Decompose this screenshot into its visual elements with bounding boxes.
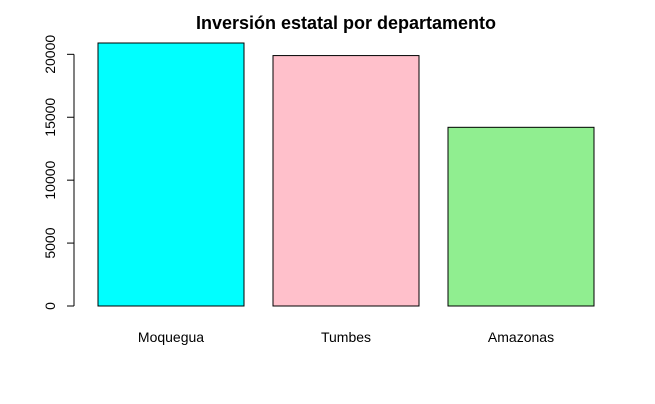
y-tick-label: 15000 (42, 98, 58, 137)
y-tick-label: 0 (42, 302, 58, 310)
y-tick-label: 5000 (42, 227, 58, 258)
y-axis: 0 5000 10000 15000 20000 (42, 35, 75, 310)
y-tick-label: 10000 (42, 160, 58, 199)
bars (97, 42, 595, 307)
bar-amazonas (447, 126, 595, 307)
x-category-label: Tumbes (321, 329, 371, 345)
y-tick-label: 20000 (42, 35, 58, 74)
bar-tumbes (272, 55, 420, 307)
x-category-label: Amazonas (488, 329, 554, 345)
x-axis-labels: Moquegua Tumbes Amazonas (138, 329, 554, 345)
chart-title: Inversión estatal por departamento (196, 13, 496, 33)
x-category-label: Moquegua (138, 329, 204, 345)
bar-moquegua (97, 42, 245, 307)
